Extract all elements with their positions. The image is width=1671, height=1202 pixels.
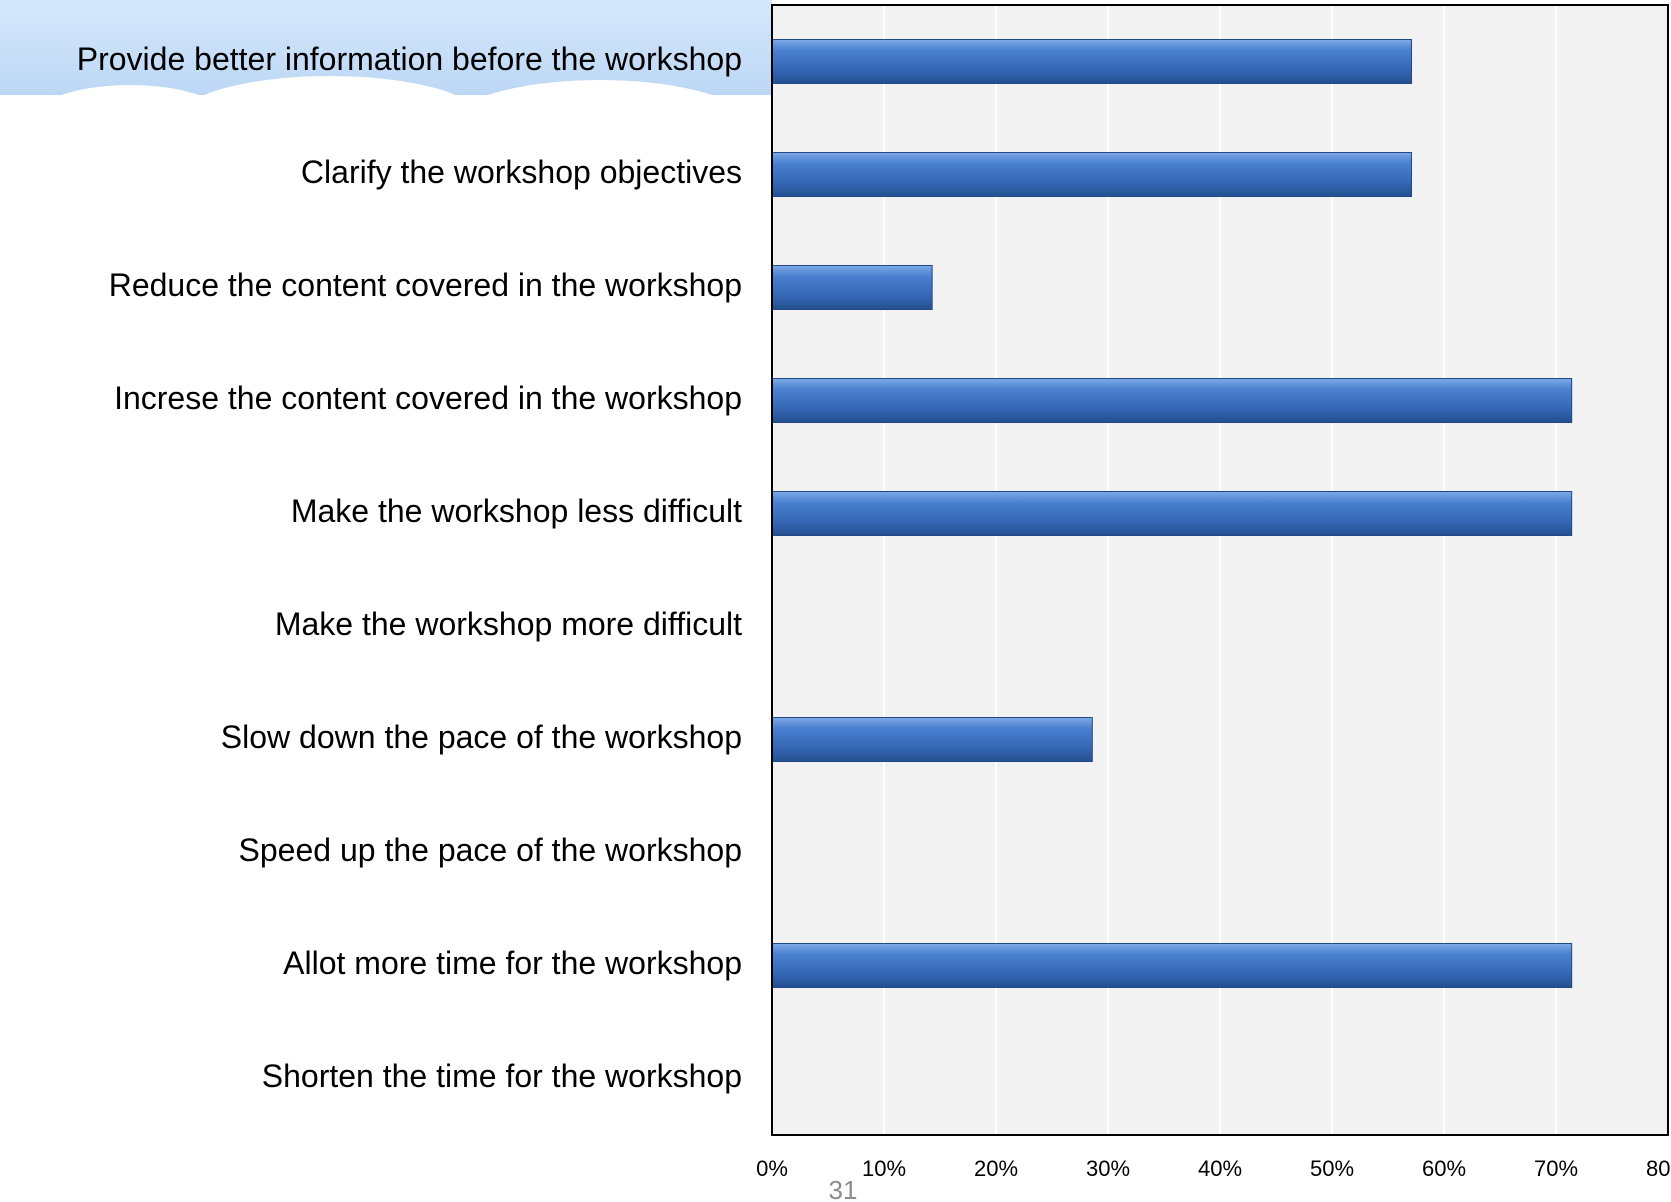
y-tick-label: Speed up the pace of the workshop (239, 832, 742, 868)
x-tick-label: 0% (756, 1156, 788, 1181)
bar (772, 492, 1572, 536)
y-tick-label: Allot more time for the workshop (283, 945, 742, 981)
y-tick-label: Clarify the workshop objectives (301, 154, 742, 190)
x-tick-label: 60% (1422, 1156, 1466, 1181)
y-tick-label: Reduce the content covered in the worksh… (109, 267, 742, 303)
x-tick-label: 20% (974, 1156, 1018, 1181)
y-tick-label: Shorten the time for the workshop (262, 1058, 742, 1094)
y-tick-label: Make the workshop less difficult (291, 493, 742, 529)
bar (772, 266, 932, 310)
chart: 31 0% 10% 20% 30% 40% 50% 60% 70% 80% Provide bet… (0, 0, 1671, 1202)
bar (772, 40, 1412, 84)
x-tick-label: 50% (1310, 1156, 1354, 1181)
y-tick-label: Make the workshop more difficult (275, 606, 742, 642)
bar (772, 379, 1572, 423)
bar (772, 718, 1092, 762)
page-number: 31 (829, 1175, 858, 1202)
y-tick-label: Slow down the pace of the workshop (221, 719, 742, 755)
background-decoration (0, 0, 772, 175)
x-tick-label: 40% (1198, 1156, 1242, 1181)
x-tick-label: 10% (862, 1156, 906, 1181)
x-tick-label: 70% (1534, 1156, 1578, 1181)
y-tick-label: Provide better information before the wo… (77, 41, 742, 77)
x-tick-label: 80% (1646, 1156, 1671, 1181)
bar (772, 153, 1412, 197)
x-tick-label: 30% (1086, 1156, 1130, 1181)
bar (772, 944, 1572, 988)
y-tick-label: Increse the content covered in the works… (114, 380, 742, 416)
